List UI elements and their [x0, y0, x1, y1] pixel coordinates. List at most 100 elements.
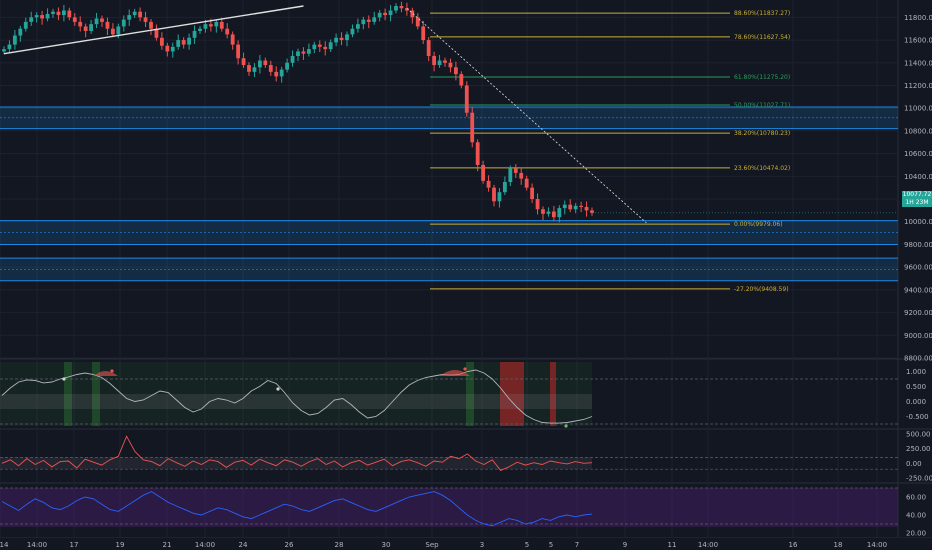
- signal-dot: [110, 369, 114, 373]
- candle-body: [508, 168, 513, 182]
- x-tick-label: 28: [335, 541, 344, 549]
- candle-body: [23, 21, 28, 29]
- candle-body: [72, 17, 77, 22]
- y-tick-label: 9800.00: [904, 241, 932, 249]
- y-tick-label: 11000.00: [904, 105, 932, 113]
- rsi-band: [0, 488, 898, 527]
- x-tick-label: 26: [285, 541, 294, 549]
- candle-body: [415, 17, 420, 27]
- x-tick-label: 3: [480, 541, 484, 549]
- indicator-tick-label: -0.500: [906, 413, 929, 421]
- candle-body: [214, 21, 219, 27]
- candle-body: [551, 211, 556, 218]
- candle-body: [236, 44, 241, 59]
- x-tick-label: 14:00: [867, 541, 887, 549]
- candle-body: [176, 40, 181, 47]
- candle-body: [132, 11, 137, 16]
- candle-body: [187, 37, 192, 45]
- x-tick-label: 7: [575, 541, 579, 549]
- y-tick-label: 10400.00: [904, 173, 932, 181]
- candle-body: [519, 172, 524, 179]
- candle-body: [448, 62, 453, 68]
- candle-body: [290, 55, 295, 63]
- candle-body: [573, 205, 578, 210]
- candle-body: [78, 21, 83, 27]
- x-tick-label: Sep: [425, 541, 439, 549]
- x-tick-label: 17: [70, 541, 79, 549]
- fib-level-label: 0.00%(9979.06): [734, 221, 783, 228]
- indicator-tick-label: 1.000: [906, 368, 926, 376]
- y-tick-label: 9600.00: [904, 264, 932, 272]
- candle-body: [421, 26, 426, 41]
- candle-body: [181, 40, 186, 45]
- candle-body: [230, 34, 235, 45]
- indicator-tick-label: 40.00: [906, 512, 926, 520]
- candle-body: [334, 37, 339, 43]
- fib-level-label: 23.60%(10474.02): [734, 165, 790, 172]
- fib-level-label: 50.00%(11027.71): [734, 102, 790, 109]
- candle-body: [502, 182, 507, 193]
- candle-body: [116, 26, 121, 35]
- candle-body: [159, 37, 164, 46]
- candle-body: [61, 10, 66, 16]
- x-tick-label: 14:00: [195, 541, 215, 549]
- candle-body: [410, 10, 415, 18]
- candle-body: [7, 44, 12, 50]
- candle-body: [12, 35, 17, 45]
- candle-body: [252, 67, 257, 72]
- current-price-countdown: 1H 23M: [905, 199, 929, 206]
- candle-body: [83, 26, 88, 31]
- x-tick-label: 21: [163, 541, 172, 549]
- candle-body: [138, 11, 143, 18]
- candle-body: [443, 60, 447, 63]
- candle-body: [350, 28, 355, 35]
- candle-body: [394, 6, 398, 11]
- indicator-tick-label: 0.000: [906, 398, 926, 406]
- candle-body: [225, 28, 230, 35]
- candle-body: [355, 24, 360, 29]
- candle-body: [165, 45, 170, 52]
- candle-body: [67, 10, 72, 18]
- candle-body: [257, 60, 262, 68]
- indicator-tick-label: 0.500: [906, 383, 926, 391]
- candle-body: [437, 60, 442, 66]
- x-tick-label: 14:00: [27, 541, 47, 549]
- candle-body: [453, 67, 458, 75]
- indicator-tick-label: 500.00: [906, 431, 931, 439]
- candle-body: [143, 17, 148, 22]
- candle-body: [486, 180, 491, 188]
- oscillator-highlight-red: [550, 362, 556, 426]
- candle-body: [149, 21, 153, 29]
- time-axis-background: [0, 538, 932, 550]
- candle-body: [219, 21, 224, 29]
- indicator-band: [0, 394, 592, 409]
- y-tick-label: 11600.00: [904, 37, 932, 45]
- candle-body: [388, 10, 393, 16]
- y-tick-label: 11800.00: [904, 14, 932, 22]
- candle-body: [562, 204, 567, 209]
- x-tick-label: 24: [239, 541, 248, 549]
- candle-body: [121, 19, 126, 27]
- candle-body: [590, 210, 594, 213]
- candle-body: [404, 8, 409, 11]
- candle-body: [2, 49, 6, 52]
- fib-level-label: 88.60%(11837.27): [734, 10, 790, 17]
- y-tick-label: 9400.00: [904, 286, 932, 294]
- oscillator-highlight-red: [500, 362, 524, 426]
- current-price-value: 10077.72: [902, 191, 932, 198]
- candle-body: [100, 18, 104, 22]
- candle-body: [579, 205, 584, 207]
- candle-body: [274, 71, 279, 77]
- candle-body: [34, 15, 39, 18]
- candle-body: [110, 28, 115, 35]
- y-tick-label: 10000.00: [904, 218, 932, 226]
- candle-body: [203, 24, 208, 29]
- candle-body: [301, 51, 306, 54]
- signal-dot: [276, 387, 280, 391]
- x-tick-label: 14:00: [698, 541, 718, 549]
- candle-body: [584, 206, 589, 211]
- indicator-line: [1, 369, 593, 424]
- candle-body: [89, 24, 94, 31]
- candle-body: [312, 44, 317, 50]
